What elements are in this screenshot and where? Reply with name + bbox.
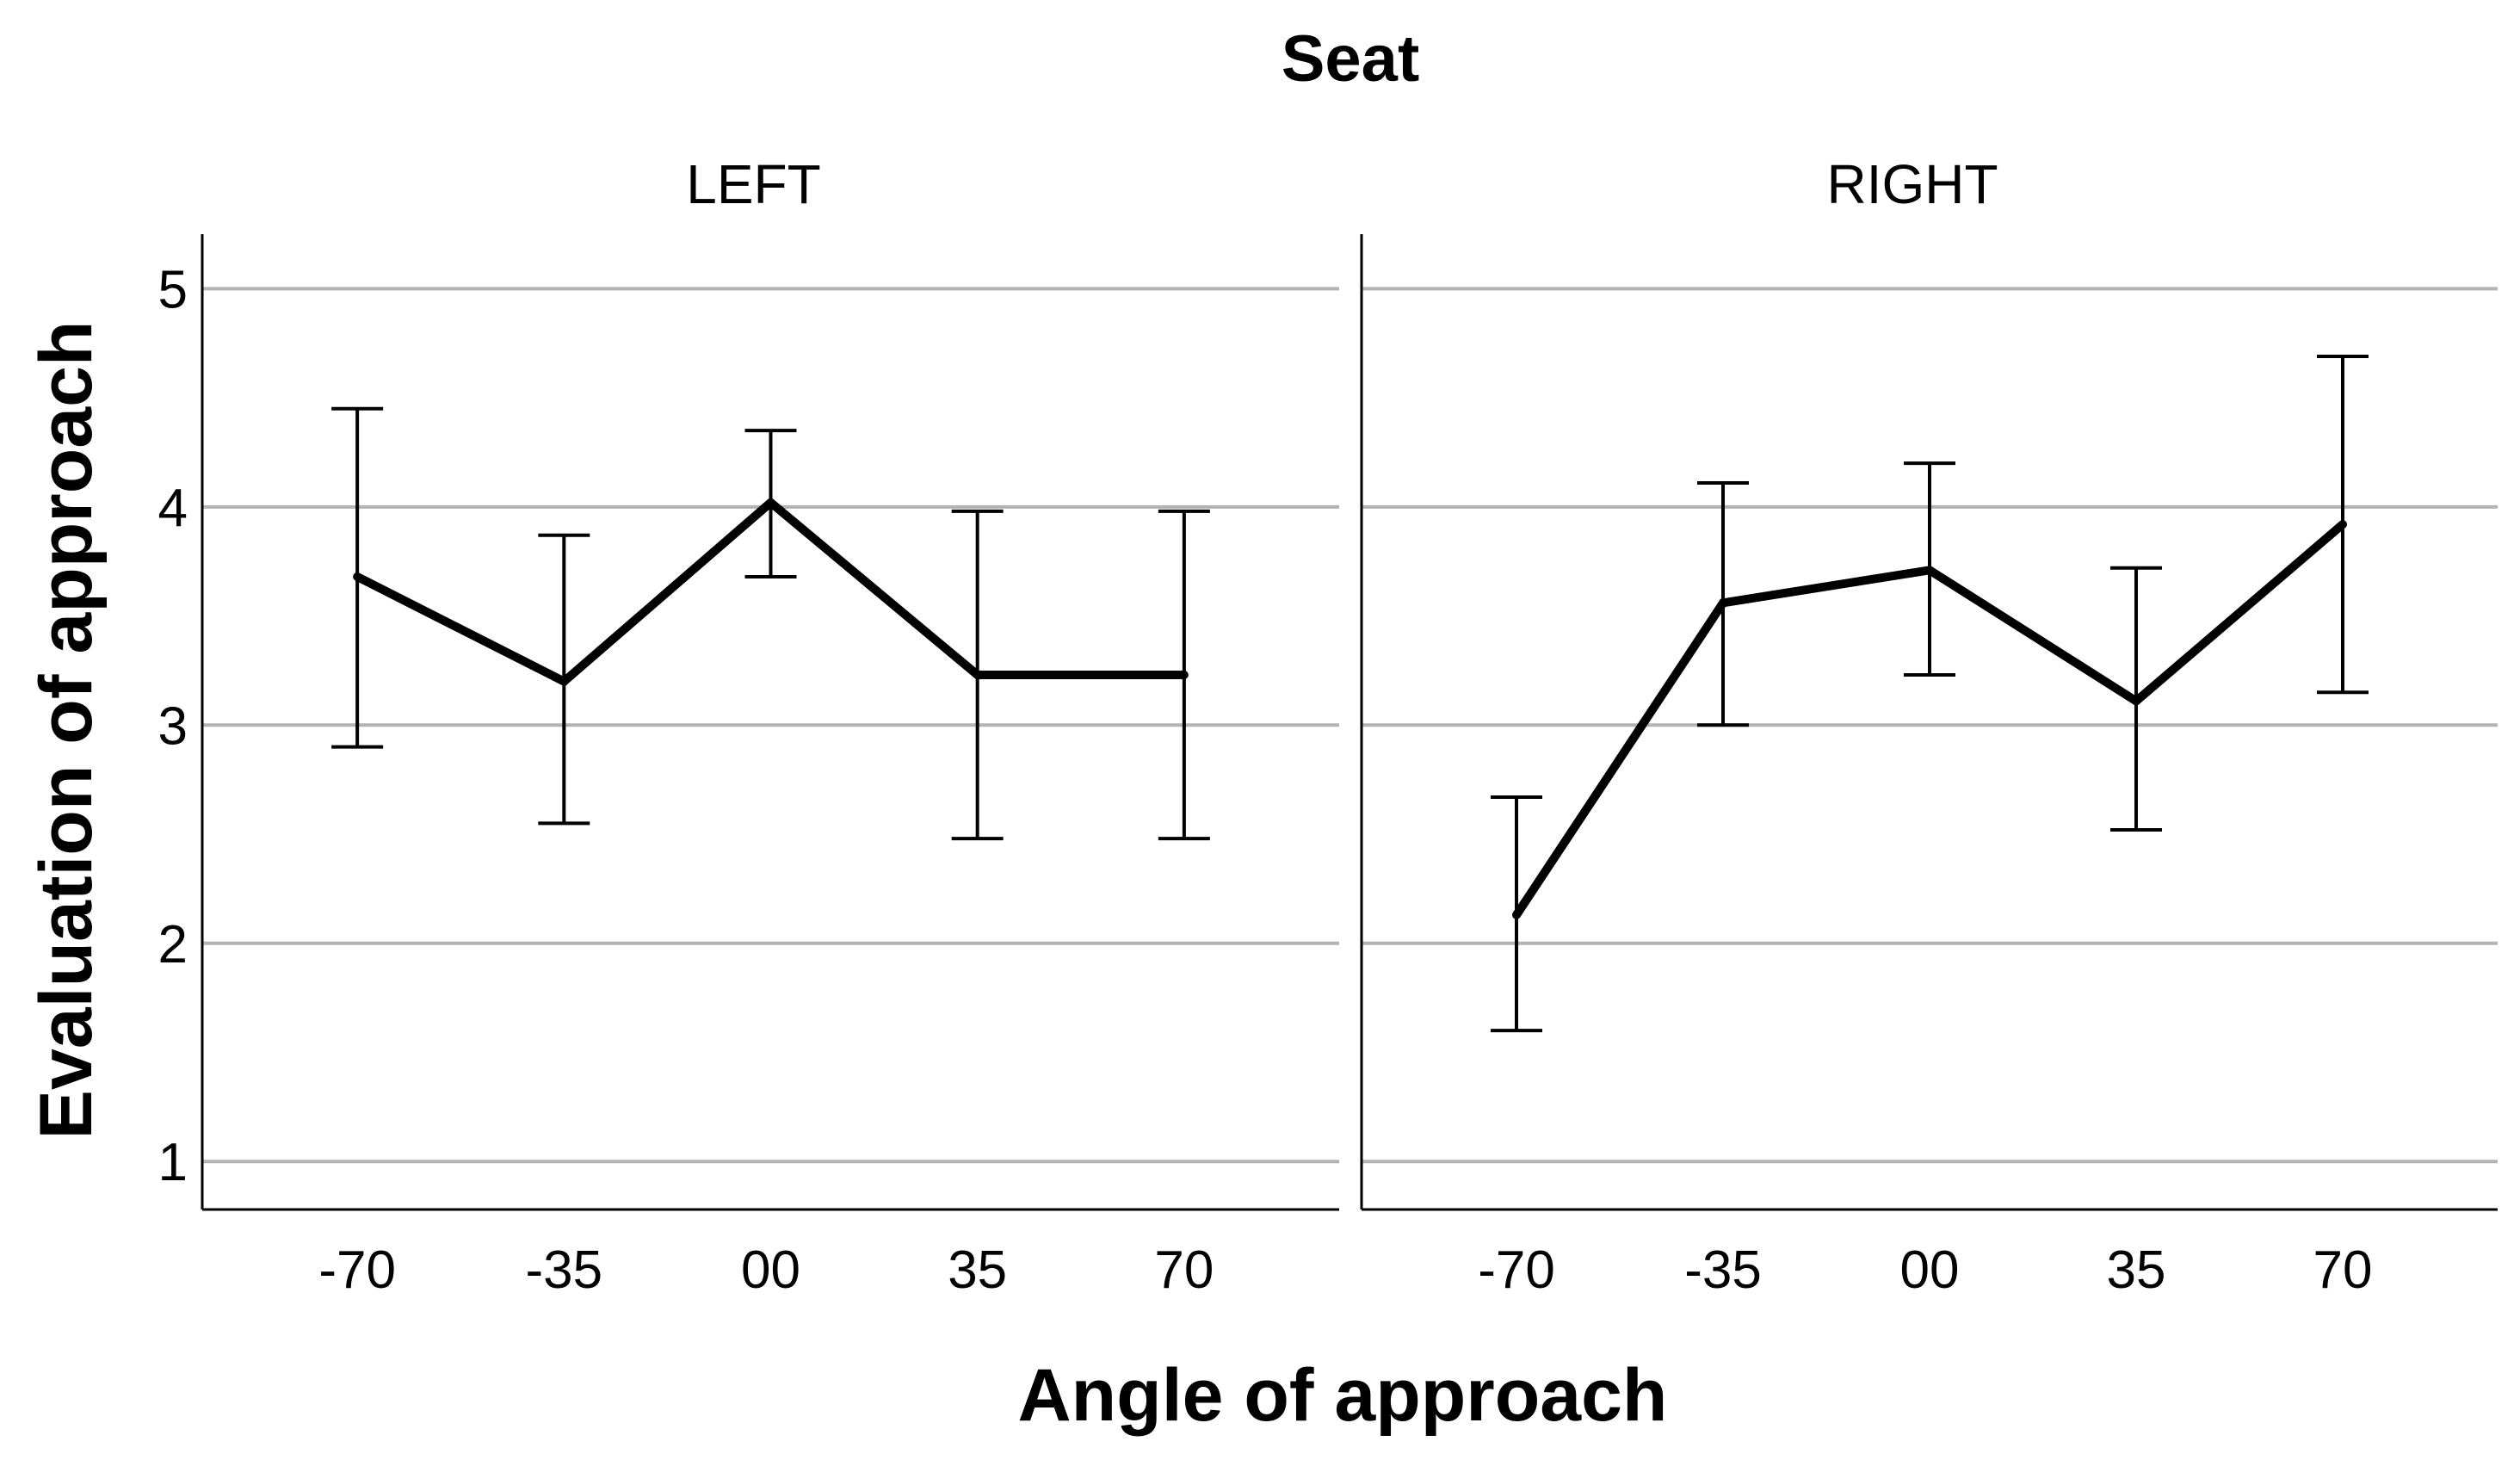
y-tick-label: 4 bbox=[158, 479, 188, 538]
x-tick-label: -70 bbox=[1478, 1240, 1555, 1300]
x-tick-label: -70 bbox=[318, 1240, 396, 1300]
data-point bbox=[2132, 696, 2140, 706]
chart-title: Seat bbox=[1282, 22, 1420, 96]
x-axis-label: Angle of approach bbox=[1018, 1354, 1668, 1437]
x-tick-label: 00 bbox=[741, 1240, 800, 1300]
x-tick-label: 70 bbox=[1154, 1240, 1214, 1300]
x-tick-label: 35 bbox=[948, 1240, 1007, 1300]
data-point bbox=[973, 671, 982, 680]
y-axis-label: Evaluation of approach bbox=[25, 321, 108, 1140]
panel-label: RIGHT bbox=[1826, 153, 1998, 215]
panel-label: LEFT bbox=[686, 153, 820, 215]
x-tick-label: 35 bbox=[2107, 1240, 2166, 1300]
x-tick-label: 00 bbox=[1900, 1240, 1960, 1300]
data-point bbox=[1179, 671, 1189, 680]
y-tick-label: 5 bbox=[158, 260, 188, 319]
y-tick-label: 3 bbox=[158, 696, 188, 756]
y-tick-label: 2 bbox=[158, 915, 188, 974]
x-tick-label: 70 bbox=[2313, 1240, 2373, 1300]
panel-0: LEFT 1 2 3 4 5 -70 -35 00 35 70 bbox=[158, 153, 1339, 1300]
data-point bbox=[1925, 566, 1934, 575]
data-point bbox=[766, 498, 775, 507]
data-point bbox=[353, 572, 362, 581]
panel-1: RIGHT -70 -35 00 35 70 bbox=[1360, 153, 2498, 1300]
x-tick-label: -35 bbox=[1684, 1240, 1762, 1300]
y-tick-label: 1 bbox=[158, 1133, 188, 1192]
panels-layer: LEFT 1 2 3 4 5 -70 -35 00 35 70 RIGHT -70 -35 00 35 70 bbox=[158, 153, 2498, 1300]
data-point bbox=[559, 677, 569, 686]
data-point bbox=[1512, 910, 1521, 919]
x-tick-label: -35 bbox=[526, 1240, 603, 1300]
data-point bbox=[1719, 598, 1727, 608]
data-point bbox=[2338, 520, 2347, 529]
